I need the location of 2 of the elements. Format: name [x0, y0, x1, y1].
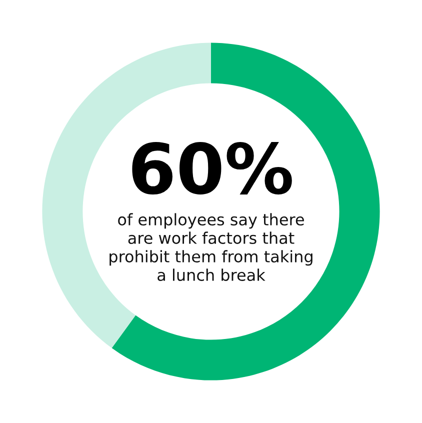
text: of employees say there are work factors that prohibit them from taking a lunch break — [110, 213, 312, 282]
data-label: 60% — [132, 142, 292, 195]
